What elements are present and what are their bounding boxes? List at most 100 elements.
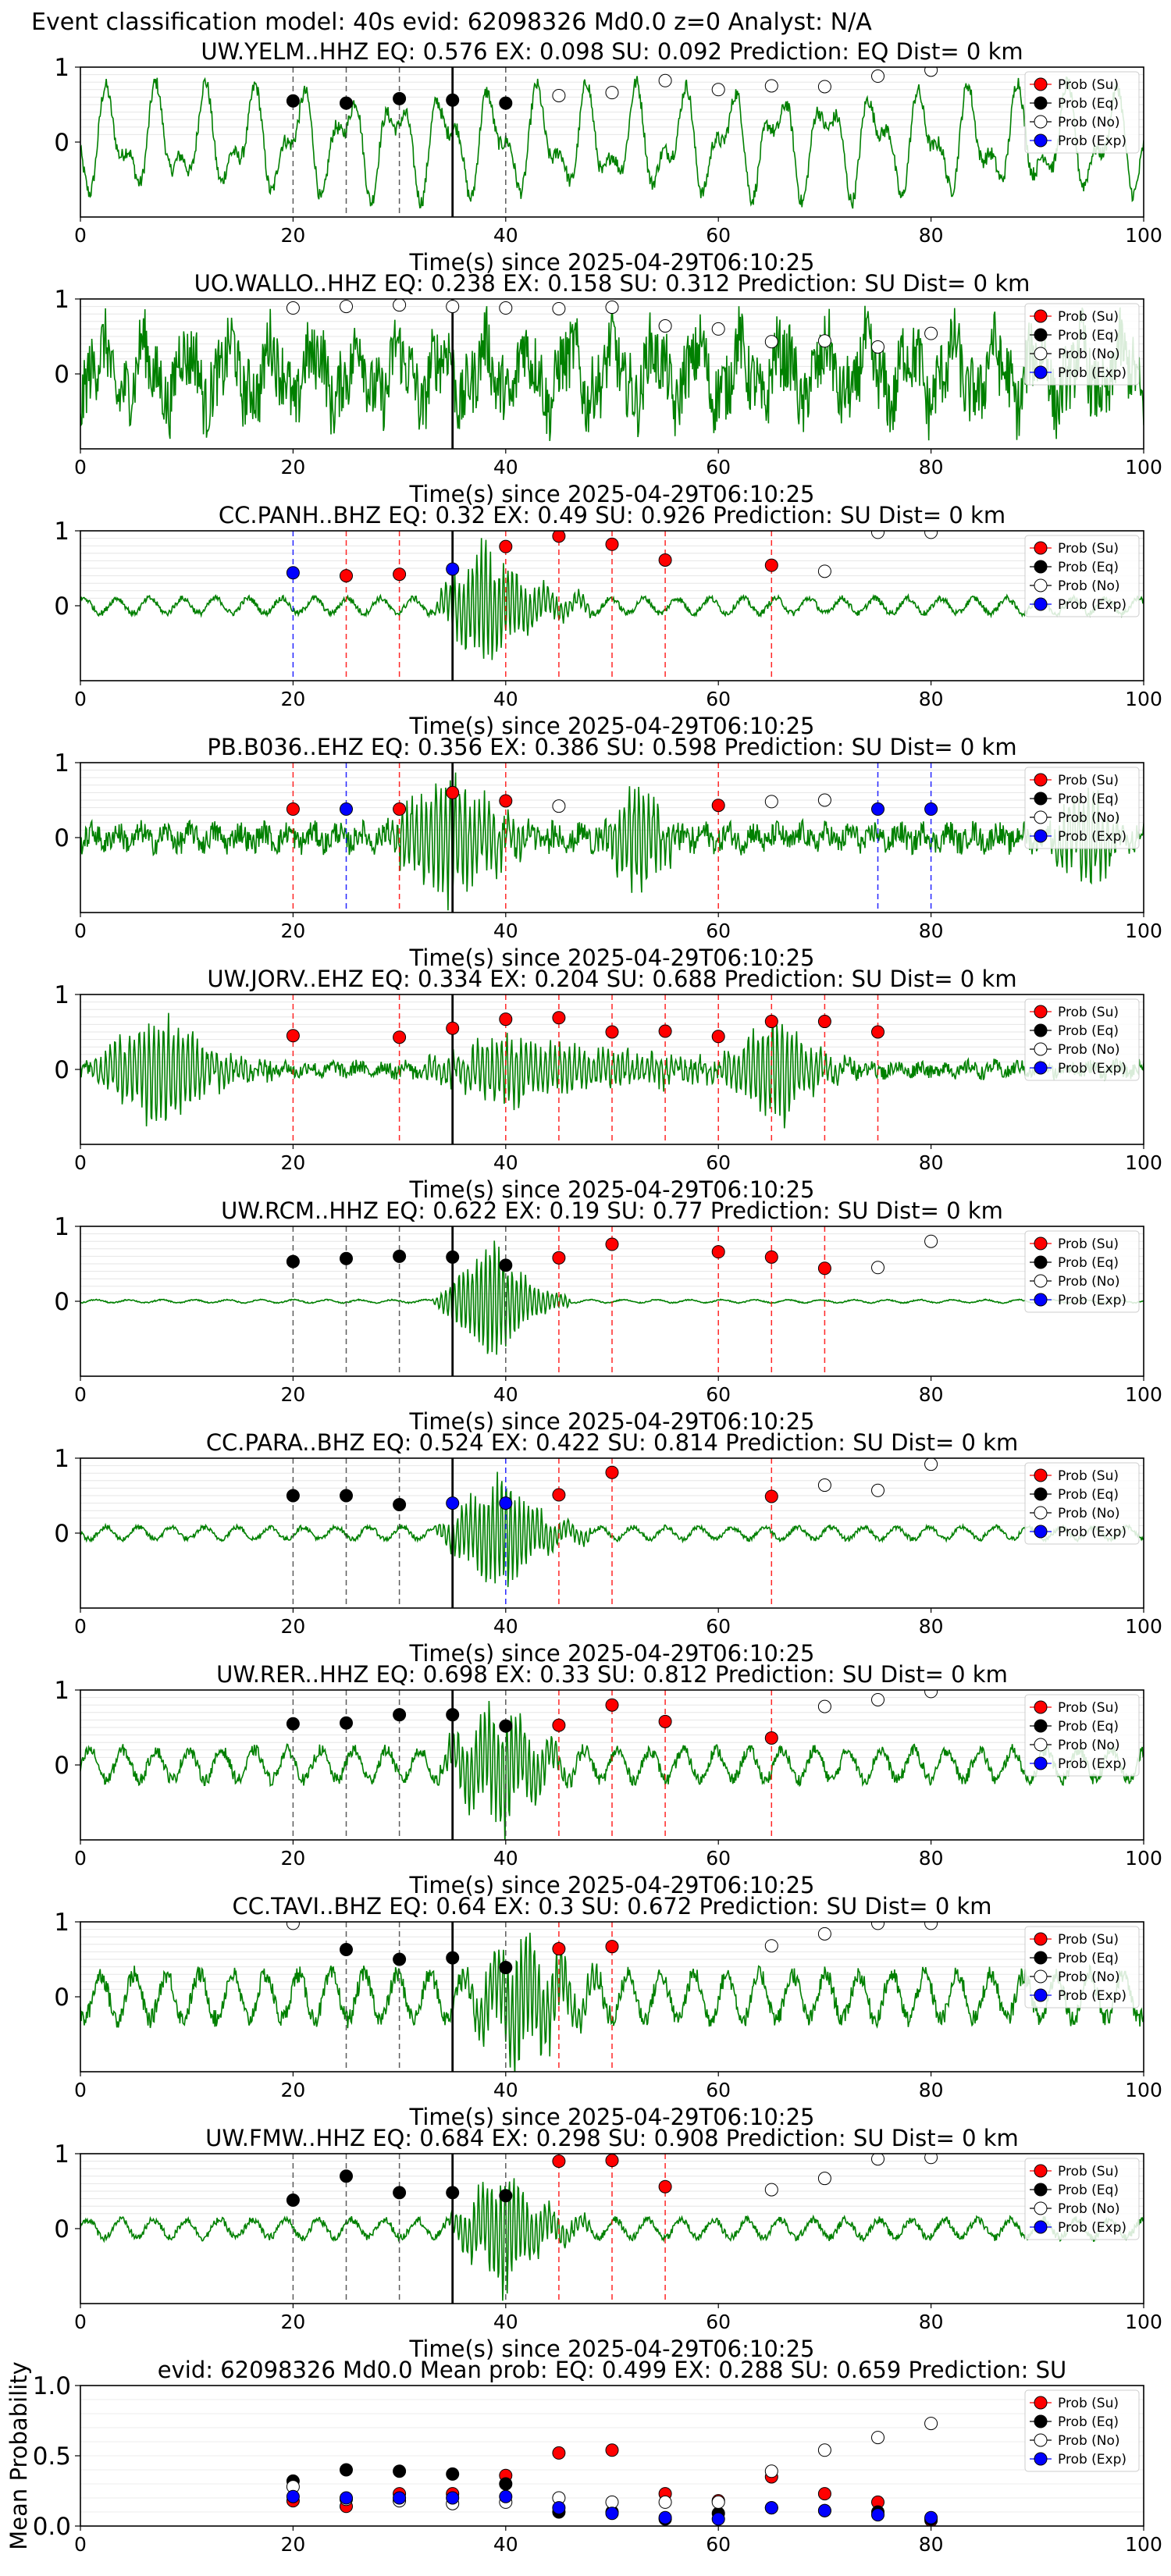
legend-marker-no <box>1034 2433 1048 2447</box>
station-panel-2: UO.WALLO..HHZ EQ: 0.238 EX: 0.158 SU: 0.… <box>54 270 1162 507</box>
prob-point-no <box>924 1690 938 1699</box>
legend-label: Prob (Exp) <box>1058 1525 1127 1540</box>
x-axis-label: Time(s) since 2025-04-29T06:10:25 <box>409 2104 815 2130</box>
prob-point-eq <box>393 1498 407 1512</box>
y-tick-label: 0 <box>54 592 69 621</box>
legend-label: Prob (Su) <box>1058 541 1119 557</box>
x-tick-label: 0 <box>74 2533 87 2556</box>
waveform-trace <box>80 304 1144 441</box>
panel-title: CC.TAVI..BHZ EQ: 0.64 EX: 0.3 SU: 0.672 … <box>232 1893 991 1920</box>
y-tick-label: 1.0 <box>33 2372 71 2400</box>
legend-label: Prob (No) <box>1058 810 1120 826</box>
legend-marker-su <box>1034 2164 1048 2178</box>
mean-point-exp <box>924 2510 938 2524</box>
mean-point-exp <box>393 2491 407 2505</box>
prob-point-eq <box>340 96 353 110</box>
legend-marker-su <box>1034 773 1048 787</box>
prob-point-eq <box>286 1489 300 1503</box>
prob-point-su <box>552 1942 566 1956</box>
prob-point-no <box>924 1922 938 1930</box>
plot-area <box>80 531 1144 681</box>
legend-marker-exp <box>1034 1293 1048 1307</box>
legend-box <box>1024 2158 1140 2240</box>
legend-marker-no <box>1034 347 1048 361</box>
legend-label: Prob (Exp) <box>1058 1293 1127 1308</box>
prob-point-no <box>605 301 619 315</box>
legend-marker-su <box>1034 1932 1048 1946</box>
panel-title: UO.WALLO..HHZ EQ: 0.238 EX: 0.158 SU: 0.… <box>194 270 1030 297</box>
legend-label: Prob (No) <box>1058 1274 1120 1290</box>
prob-point-eq <box>340 1489 353 1503</box>
prob-point-su <box>552 1251 566 1265</box>
x-tick-label: 40 <box>493 456 518 479</box>
prob-point-su <box>817 1015 831 1029</box>
prob-point-su <box>286 1029 300 1043</box>
panel-title: UW.RER..HHZ EQ: 0.698 EX: 0.33 SU: 0.812… <box>216 1661 1008 1688</box>
prob-point-eq <box>446 93 460 107</box>
prob-point-no <box>552 799 566 813</box>
x-tick-label: 0 <box>74 920 87 942</box>
prob-point-su <box>764 1015 778 1029</box>
x-tick-label: 20 <box>280 1151 305 1174</box>
x-tick-label: 20 <box>280 2079 305 2101</box>
mean-point-su <box>552 2446 566 2460</box>
legend-marker-su <box>1034 77 1048 91</box>
prob-point-no <box>764 79 778 93</box>
prob-point-eq <box>393 1952 407 1966</box>
legend-marker-exp <box>1034 2452 1048 2466</box>
prob-point-exp <box>286 566 300 580</box>
x-tick-label: 100 <box>1125 2079 1162 2101</box>
legend-marker-exp <box>1034 365 1048 379</box>
prob-point-eq <box>499 2189 513 2203</box>
prob-point-su <box>446 785 460 799</box>
prob-point-eq <box>446 1708 460 1722</box>
prob-point-no <box>658 319 672 333</box>
prob-point-no <box>924 531 938 539</box>
prob-point-no <box>605 86 619 100</box>
waveform-trace <box>80 1932 1144 2072</box>
prob-point-su <box>764 1250 778 1264</box>
mean-point-no <box>605 2495 619 2509</box>
legend-label: Prob (Su) <box>1058 773 1119 788</box>
x-tick-label: 20 <box>280 1847 305 1870</box>
plot-area <box>80 2154 1144 2304</box>
x-tick-label: 40 <box>493 688 518 710</box>
prob-point-no <box>871 1692 884 1706</box>
prob-point-no <box>817 80 831 94</box>
x-tick-label: 20 <box>280 2533 305 2556</box>
legend-box <box>1024 2389 1140 2472</box>
prob-point-no <box>286 301 300 315</box>
prob-point-su <box>552 1718 566 1732</box>
legend-marker-exp <box>1034 829 1048 843</box>
prob-point-no <box>924 1458 938 1471</box>
x-tick-label: 40 <box>493 920 518 942</box>
legend-marker-no <box>1034 578 1048 592</box>
prob-point-su <box>340 569 353 583</box>
x-tick-label: 80 <box>919 920 944 942</box>
legend-marker-eq <box>1034 1951 1048 1965</box>
mean-point-su <box>605 2443 619 2457</box>
figure-title: Event classification model: 40s evid: 62… <box>31 9 872 36</box>
x-tick-label: 0 <box>74 688 87 710</box>
x-tick-label: 20 <box>280 224 305 247</box>
prob-point-no <box>764 335 778 349</box>
plot-area <box>80 67 1144 217</box>
legend-marker-su <box>1034 1236 1048 1251</box>
legend-marker-eq <box>1034 1255 1048 1269</box>
prob-point-su <box>499 794 513 808</box>
legend-label: Prob (No) <box>1058 115 1120 130</box>
legend-marker-no <box>1034 115 1048 129</box>
mean-point-eq <box>393 2464 407 2478</box>
prob-point-eq <box>393 91 407 105</box>
legend-label: Prob (Exp) <box>1058 1061 1127 1076</box>
x-tick-label: 60 <box>706 2533 731 2556</box>
x-tick-label: 20 <box>280 2311 305 2333</box>
y-tick-label: 0 <box>54 1520 69 1548</box>
legend-label: Prob (Eq) <box>1058 328 1119 343</box>
prob-point-eq <box>499 1719 513 1733</box>
legend-label: Prob (No) <box>1058 578 1120 594</box>
panel-title: UW.YELM..HHZ EQ: 0.576 EX: 0.098 SU: 0.0… <box>201 38 1023 65</box>
legend-box <box>1024 71 1140 154</box>
prob-point-no <box>817 793 831 807</box>
legend-label: Prob (No) <box>1058 347 1120 362</box>
